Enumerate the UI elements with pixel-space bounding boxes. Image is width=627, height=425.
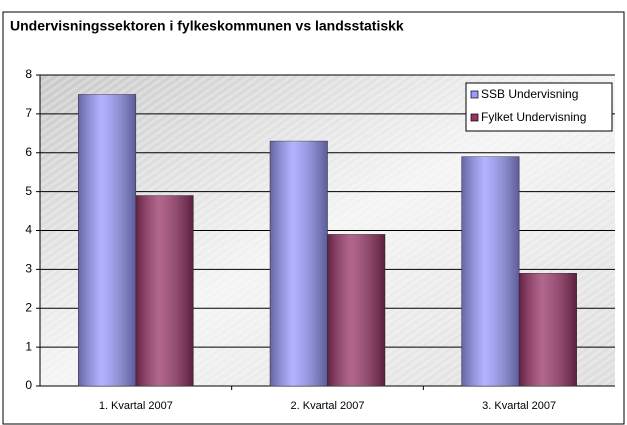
y-tick-label: 2	[25, 300, 32, 314]
legend-label: Fylket Undervisning	[481, 110, 586, 124]
legend-box	[465, 82, 613, 132]
bar-shade	[135, 195, 194, 386]
x-tick-label: 3. Kvartal 2007	[482, 400, 556, 412]
y-tick-label: 8	[25, 67, 32, 81]
y-tick-label: 3	[25, 262, 32, 276]
y-tick-label: 5	[25, 184, 32, 198]
legend-label: SSB Undervisning	[481, 87, 578, 101]
y-tick-label: 0	[25, 378, 32, 392]
y-tick-label: 4	[25, 223, 32, 237]
bar-shade	[461, 156, 520, 386]
x-tick-label: 1. Kvartal 2007	[99, 400, 173, 412]
chart-title: Undervisningssektoren i fylkeskommunen v…	[10, 18, 404, 34]
bar-shade	[327, 234, 385, 386]
x-tick-label: 2. Kvartal 2007	[291, 400, 365, 412]
bar-shade	[519, 273, 577, 386]
legend-swatch	[470, 113, 479, 122]
bar-shade	[270, 141, 328, 386]
bar-shade	[78, 94, 136, 386]
y-tick-label: 6	[25, 145, 32, 159]
y-tick-label: 7	[25, 106, 32, 120]
legend-swatch	[470, 90, 479, 99]
y-tick-label: 1	[25, 339, 32, 353]
